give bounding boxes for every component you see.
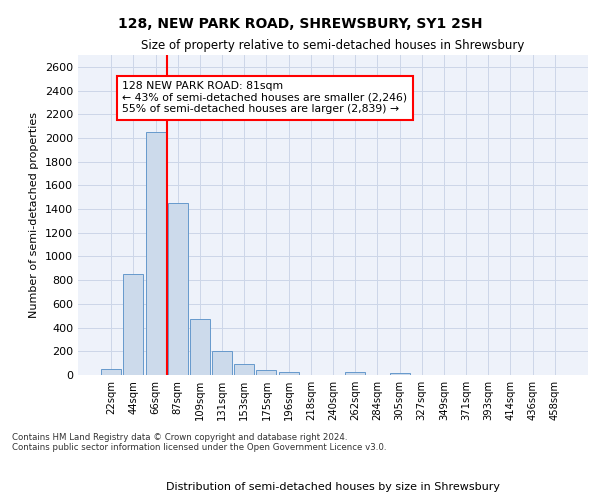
Bar	[278, 372, 299, 375]
Title: Size of property relative to semi-detached houses in Shrewsbury: Size of property relative to semi-detach…	[142, 40, 524, 52]
Text: 128 NEW PARK ROAD: 81sqm
← 43% of semi-detached houses are smaller (2,246)
55% o: 128 NEW PARK ROAD: 81sqm ← 43% of semi-d…	[122, 81, 407, 114]
Y-axis label: Number of semi-detached properties: Number of semi-detached properties	[29, 112, 40, 318]
Bar	[146, 132, 166, 375]
Text: 128, NEW PARK ROAD, SHREWSBURY, SY1 2SH: 128, NEW PARK ROAD, SHREWSBURY, SY1 2SH	[118, 18, 482, 32]
Bar	[190, 320, 210, 375]
Bar	[234, 364, 254, 375]
Bar	[345, 372, 365, 375]
Bar	[124, 274, 143, 375]
Bar	[389, 372, 410, 375]
Text: Contains HM Land Registry data © Crown copyright and database right 2024.
Contai: Contains HM Land Registry data © Crown c…	[12, 433, 386, 452]
Bar	[168, 203, 188, 375]
Bar	[256, 370, 277, 375]
Bar	[212, 352, 232, 375]
Bar	[101, 369, 121, 375]
Text: Distribution of semi-detached houses by size in Shrewsbury: Distribution of semi-detached houses by …	[166, 482, 500, 492]
